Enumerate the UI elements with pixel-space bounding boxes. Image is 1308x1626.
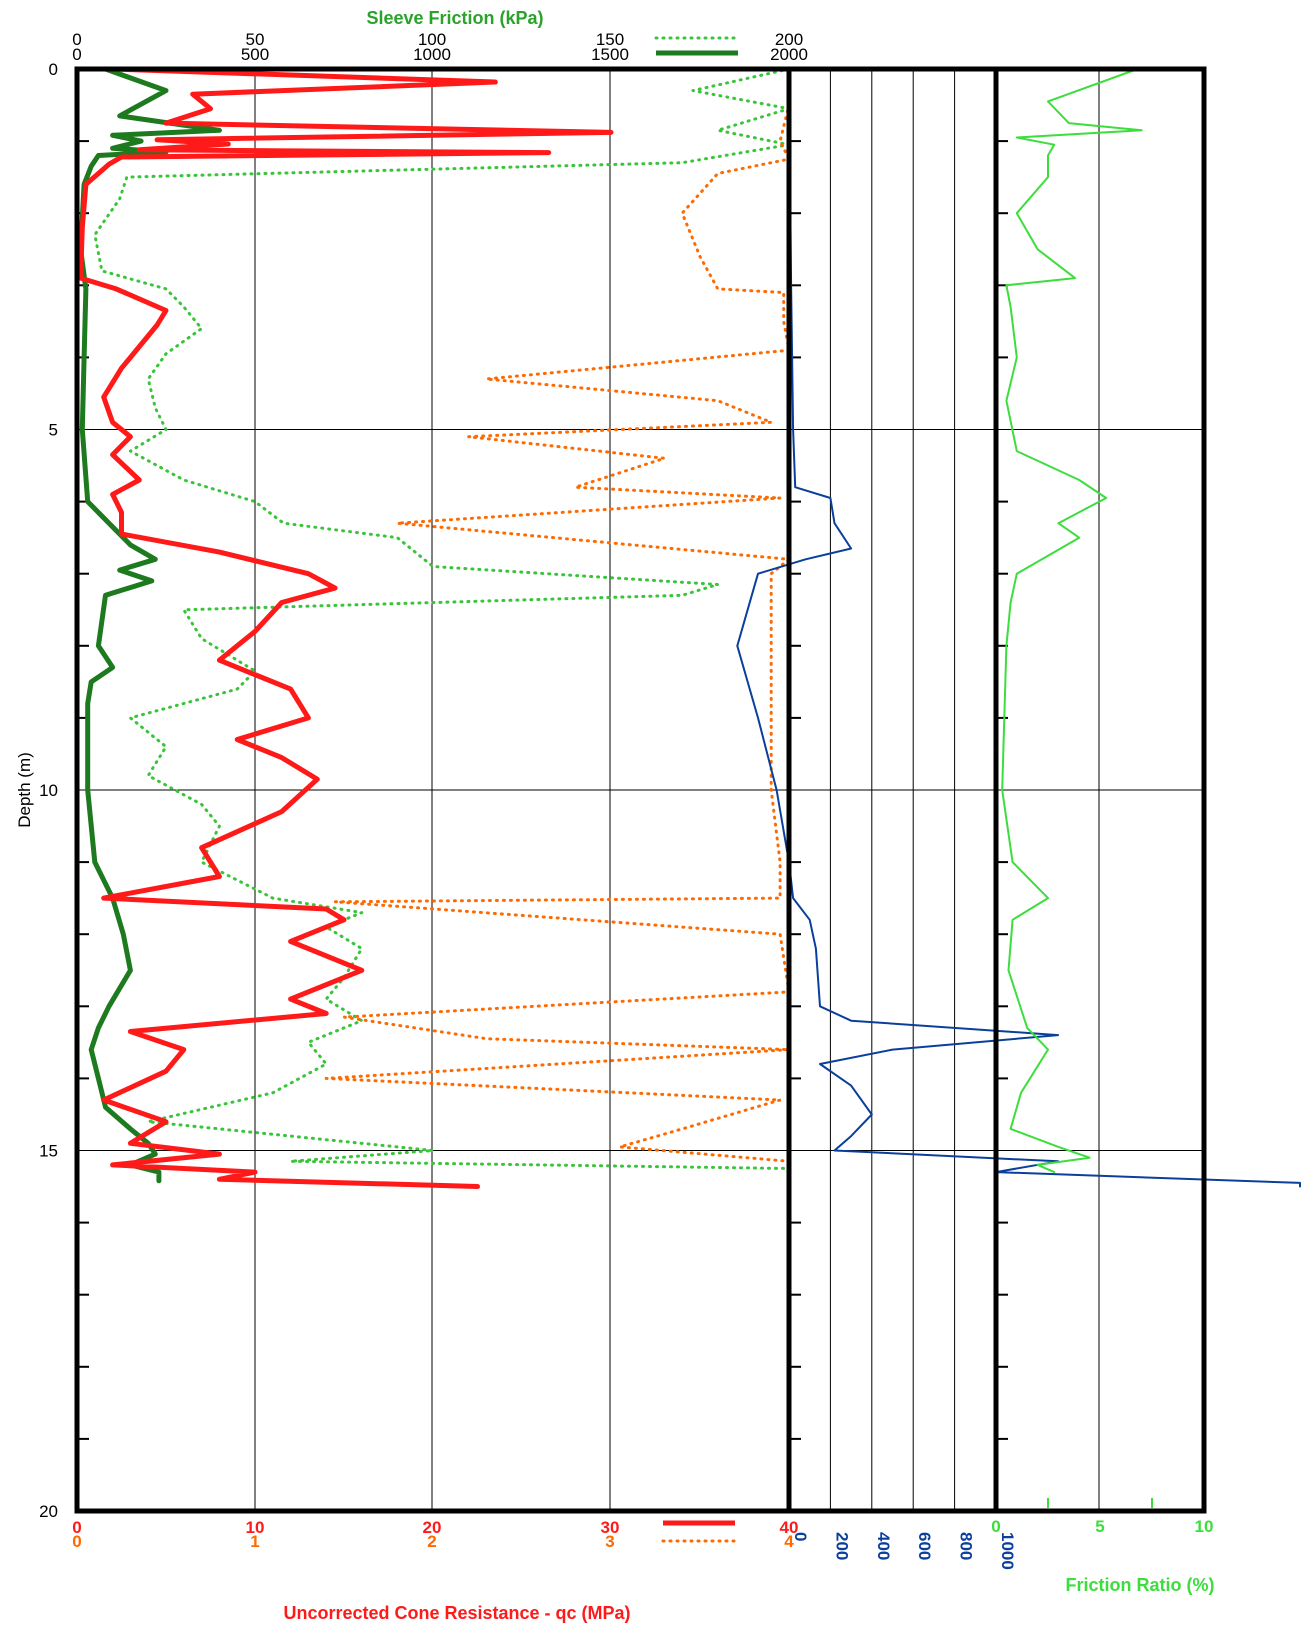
depth-tick-label: 0 (49, 60, 58, 79)
friction-ratio-tick-label: 10 (1195, 1517, 1214, 1536)
fs-tick-label: 0 (72, 45, 81, 64)
fs-fine-tick-label: 200 (775, 30, 803, 49)
series-layer (78, 66, 1301, 1189)
qc-fine-tick-label: 0 (72, 1532, 81, 1551)
fs-tick-label: 1000 (413, 45, 451, 64)
depth-tick-label: 15 (39, 1142, 58, 1161)
pore-tick-label: 1000 (998, 1532, 1017, 1570)
friction-ratio-tick-label: 5 (1095, 1517, 1104, 1536)
depth-tick-label: 20 (39, 1502, 58, 1521)
pore-tick-label: 200 (832, 1532, 851, 1560)
cone-resistance-fine-series (324, 67, 791, 1188)
qc-fine-tick-label: 1 (250, 1532, 259, 1551)
sleeve-friction-series (78, 66, 222, 1184)
fs-tick-label: 2000 (770, 45, 808, 64)
depth-tick-label: 10 (39, 781, 58, 800)
qc-fine-tick-label: 2 (427, 1532, 436, 1551)
panel-frames (74, 66, 1207, 1514)
depth-axis-title: Depth (m) (15, 752, 34, 828)
fs-fine-tick-label: 100 (418, 30, 446, 49)
qc-tick-label: 30 (601, 1518, 620, 1537)
friction-ratio-series (1001, 68, 1143, 1174)
fs-fine-tick-label: 150 (596, 30, 624, 49)
qc-fine-tick-label: 3 (605, 1532, 614, 1551)
depth-tick-label: 5 (49, 421, 58, 440)
grid-lines (77, 69, 1204, 1511)
sleeve-friction-fine-series (93, 67, 791, 1170)
pore-tick-label: 400 (874, 1532, 893, 1560)
fs-tick-label: 500 (241, 45, 269, 64)
fs-fine-tick-label: 0 (72, 30, 81, 49)
qc-fine-tick-label: 4 (784, 1532, 794, 1551)
pore-pressure-series (736, 68, 1301, 1188)
sleeve-friction-axis-title: Sleeve Friction (kPa) (366, 8, 543, 28)
pore-tick-label: 0 (791, 1532, 810, 1541)
cone-resistance-series (78, 66, 614, 1189)
pore-tick-label: 800 (957, 1532, 976, 1560)
cone-resistance-axis-title: Uncorrected Cone Resistance - qc (MPa) (283, 1603, 630, 1623)
qc-tick-label: 40 (780, 1518, 799, 1537)
fs-tick-label: 1500 (591, 45, 629, 64)
qc-tick-label: 0 (72, 1518, 81, 1537)
qc-tick-label: 20 (423, 1518, 442, 1537)
legend (654, 36, 740, 1543)
outer-frame (74, 66, 1207, 1514)
fs-fine-tick-label: 50 (246, 30, 265, 49)
qc-tick-label: 10 (246, 1518, 265, 1537)
friction-ratio-axis-title: Friction Ratio (%) (1066, 1575, 1215, 1595)
friction-ratio-tick-label: 0 (991, 1517, 1000, 1536)
pore-tick-label: 600 (915, 1532, 934, 1560)
